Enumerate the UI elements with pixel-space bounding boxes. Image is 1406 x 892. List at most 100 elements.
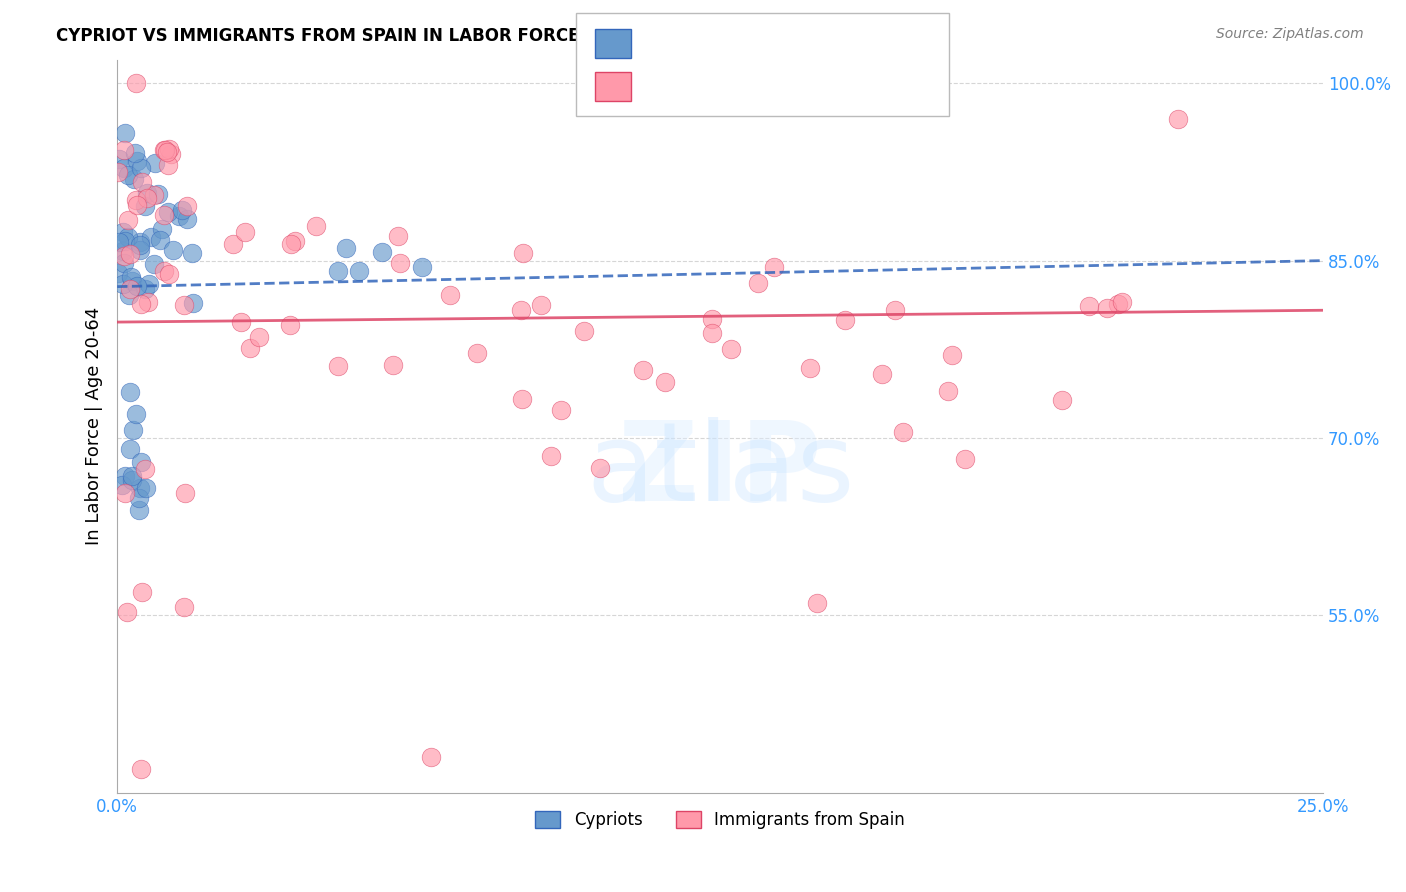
Point xyxy=(326,264,349,278)
Point xyxy=(129,161,152,176)
Point xyxy=(124,146,146,161)
Point xyxy=(125,76,148,90)
Point xyxy=(806,597,828,611)
Point xyxy=(955,452,977,467)
Point xyxy=(108,152,131,166)
Point xyxy=(411,260,433,275)
Point xyxy=(181,295,204,310)
Point xyxy=(747,276,769,290)
Point xyxy=(419,750,441,764)
Point xyxy=(1077,299,1099,313)
Point xyxy=(891,425,914,440)
Point xyxy=(1111,294,1133,309)
Text: CYPRIOT VS IMMIGRANTS FROM SPAIN IN LABOR FORCE | AGE 20-64 CORRELATION CHART: CYPRIOT VS IMMIGRANTS FROM SPAIN IN LABO… xyxy=(56,27,900,45)
Point xyxy=(278,318,301,332)
Point xyxy=(389,256,412,270)
Point xyxy=(118,442,141,456)
Point xyxy=(284,235,307,249)
Point xyxy=(114,126,136,140)
Point xyxy=(229,315,252,329)
Point xyxy=(799,360,821,375)
Text: R = 0.015    N = 56: R = 0.015 N = 56 xyxy=(640,35,831,53)
Text: R = 0.016    N = 71: R = 0.016 N = 71 xyxy=(640,78,831,95)
Point xyxy=(120,269,142,284)
Point xyxy=(510,302,533,317)
Point xyxy=(115,605,138,619)
Point xyxy=(107,266,129,280)
Point xyxy=(134,199,156,213)
Text: ZIP: ZIP xyxy=(619,417,823,524)
Point xyxy=(239,341,262,355)
Point xyxy=(138,295,160,310)
Point xyxy=(280,237,302,252)
Text: atlas: atlas xyxy=(586,417,855,524)
Point xyxy=(120,246,142,260)
Point xyxy=(176,211,198,226)
Point xyxy=(387,229,409,244)
Point xyxy=(112,244,135,259)
Point xyxy=(138,277,160,291)
Point xyxy=(118,288,141,302)
Point xyxy=(135,481,157,495)
Point xyxy=(131,585,153,599)
Point xyxy=(114,469,136,483)
Point xyxy=(550,403,572,417)
Point xyxy=(305,219,328,233)
Point xyxy=(134,282,156,296)
Point xyxy=(335,241,357,255)
Point xyxy=(139,230,162,244)
Point xyxy=(129,235,152,250)
Point xyxy=(142,257,165,271)
Point xyxy=(157,267,180,281)
Point xyxy=(117,212,139,227)
Point xyxy=(870,367,893,381)
Point xyxy=(118,282,141,296)
Point xyxy=(120,384,142,399)
Point xyxy=(108,235,131,250)
Point xyxy=(941,348,963,362)
Point xyxy=(181,245,204,260)
Point xyxy=(834,313,856,327)
Point xyxy=(371,245,394,260)
Point xyxy=(125,407,148,421)
Point xyxy=(148,186,170,201)
Point xyxy=(112,143,135,157)
Point xyxy=(540,449,562,463)
Point xyxy=(124,193,146,207)
Point xyxy=(121,468,143,483)
Point xyxy=(111,478,134,492)
Point xyxy=(129,455,152,469)
Point xyxy=(111,277,134,291)
Point xyxy=(117,169,139,183)
Point xyxy=(135,191,157,205)
Point xyxy=(173,599,195,614)
Point xyxy=(465,346,488,360)
Point xyxy=(134,462,156,476)
Point xyxy=(1107,296,1129,310)
Point xyxy=(131,297,153,311)
Point xyxy=(439,287,461,301)
Point xyxy=(883,303,905,318)
Point xyxy=(347,264,370,278)
Point xyxy=(127,154,149,169)
Point xyxy=(121,473,143,487)
Point xyxy=(156,145,179,159)
Point xyxy=(117,229,139,244)
Point xyxy=(112,256,135,270)
Point xyxy=(136,186,159,200)
Point xyxy=(129,237,152,252)
Point xyxy=(512,246,534,260)
Point xyxy=(128,491,150,505)
Point xyxy=(131,175,153,189)
Point xyxy=(122,424,145,438)
Point xyxy=(153,143,176,157)
Point xyxy=(112,161,135,176)
Point xyxy=(172,203,194,218)
Point xyxy=(114,235,136,249)
Point xyxy=(112,249,135,263)
Point xyxy=(1050,393,1073,408)
Point xyxy=(131,762,153,776)
Legend: Cypriots, Immigrants from Spain: Cypriots, Immigrants from Spain xyxy=(529,804,911,836)
Point xyxy=(107,165,129,179)
Point xyxy=(122,172,145,186)
